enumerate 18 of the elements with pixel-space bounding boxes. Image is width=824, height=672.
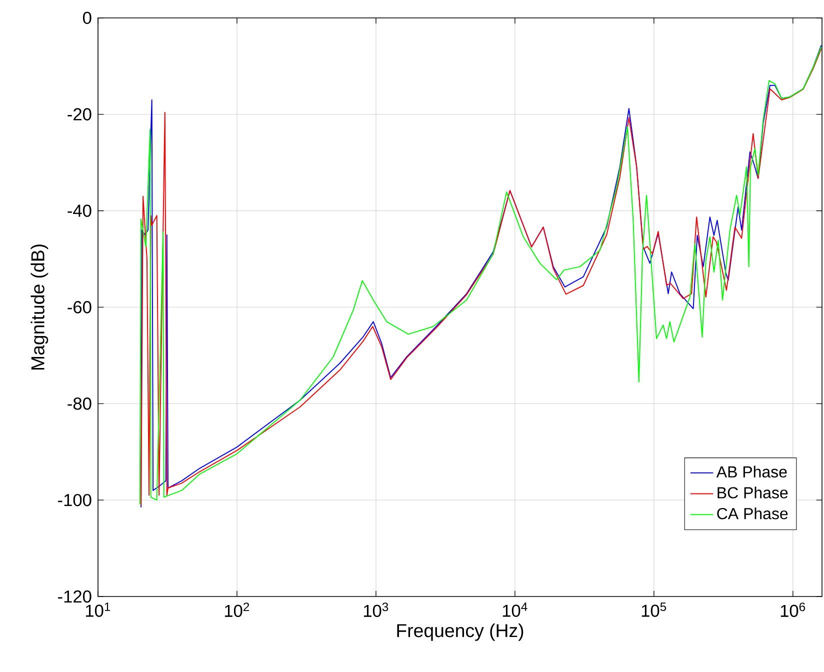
legend-label: AB Phase	[716, 466, 787, 478]
legend-label: CA Phase	[717, 508, 788, 520]
y-tick-label: -100	[58, 494, 92, 506]
x-tick-label: 10$^{6}$	[780, 602, 806, 618]
x-axis-title: Frequency (Hz)	[397, 624, 524, 641]
y-axis-title: Magnitude (dB)	[30, 244, 48, 370]
y-tick-label: 0	[82, 12, 92, 24]
x-tick-label: 10$^{5}$	[642, 602, 666, 617]
x-tick-label: 10$^{1}$	[86, 602, 110, 617]
y-tick-label: -80	[68, 398, 92, 410]
y-tick-label: -120	[58, 590, 92, 603]
x-tick-label: 10$^{2}$	[224, 602, 250, 618]
legend-label: BC Phase	[718, 486, 788, 498]
y-tick-label: -40	[68, 204, 92, 217]
y-tick-label: -20	[68, 108, 92, 120]
x-tick-label: 10$^{4}$	[502, 602, 528, 617]
x-tick-label: 10$^{3}$	[364, 602, 388, 618]
y-tick-label: -60	[68, 301, 92, 314]
